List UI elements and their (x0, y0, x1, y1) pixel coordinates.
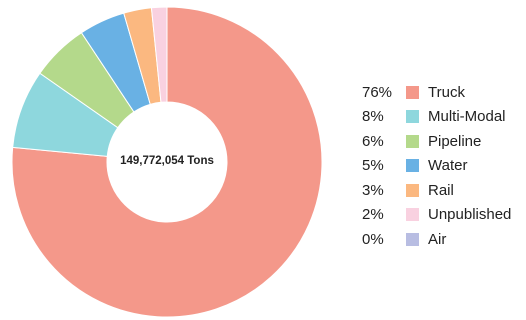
legend-label: Pipeline (428, 132, 482, 150)
legend-label: Water (428, 157, 468, 175)
legend-item-rail: 3% Rail (362, 178, 526, 203)
donut-svg: 149,772,054 Tons (11, 6, 323, 318)
legend-percent: 5% (362, 157, 384, 175)
legend-label: Rail (428, 181, 454, 199)
legend-swatch (406, 110, 419, 124)
legend-swatch (406, 232, 419, 246)
legend-swatch (406, 85, 419, 99)
legend-item-pipeline: 6% Pipeline (362, 129, 526, 154)
legend-label: Air (428, 230, 447, 248)
legend: 76% Truck 8% Multi-Modal 6% Pipeline 5% Water 3%… (362, 80, 526, 252)
legend-item-air: 0% Air (362, 227, 526, 252)
center-label: 149,772,054 Tons (120, 155, 214, 167)
legend-percent: 2% (362, 206, 384, 224)
slice-truck (11, 6, 323, 318)
legend-percent: 8% (362, 108, 384, 126)
legend-swatch (406, 159, 419, 173)
legend-percent: 6% (362, 132, 384, 150)
legend-label: Truck (428, 83, 465, 101)
legend-swatch (406, 134, 419, 148)
legend-label: Multi-Modal (428, 108, 506, 126)
legend-percent: 76% (362, 83, 393, 101)
legend-percent: 3% (362, 181, 384, 199)
legend-percent: 0% (362, 230, 384, 248)
slice-unpublished (150, 6, 168, 103)
legend-item-water: 5% Water (362, 154, 526, 179)
legend-item-unpublished: 2% Unpublished (362, 203, 526, 228)
legend-item-multi-modal: 8% Multi-Modal (362, 105, 526, 130)
legend-label: Unpublished (428, 206, 512, 224)
legend-item-truck: 76% Truck (362, 80, 526, 105)
legend-swatch (406, 183, 419, 197)
donut-slices (11, 6, 323, 318)
legend-swatch (406, 208, 419, 222)
